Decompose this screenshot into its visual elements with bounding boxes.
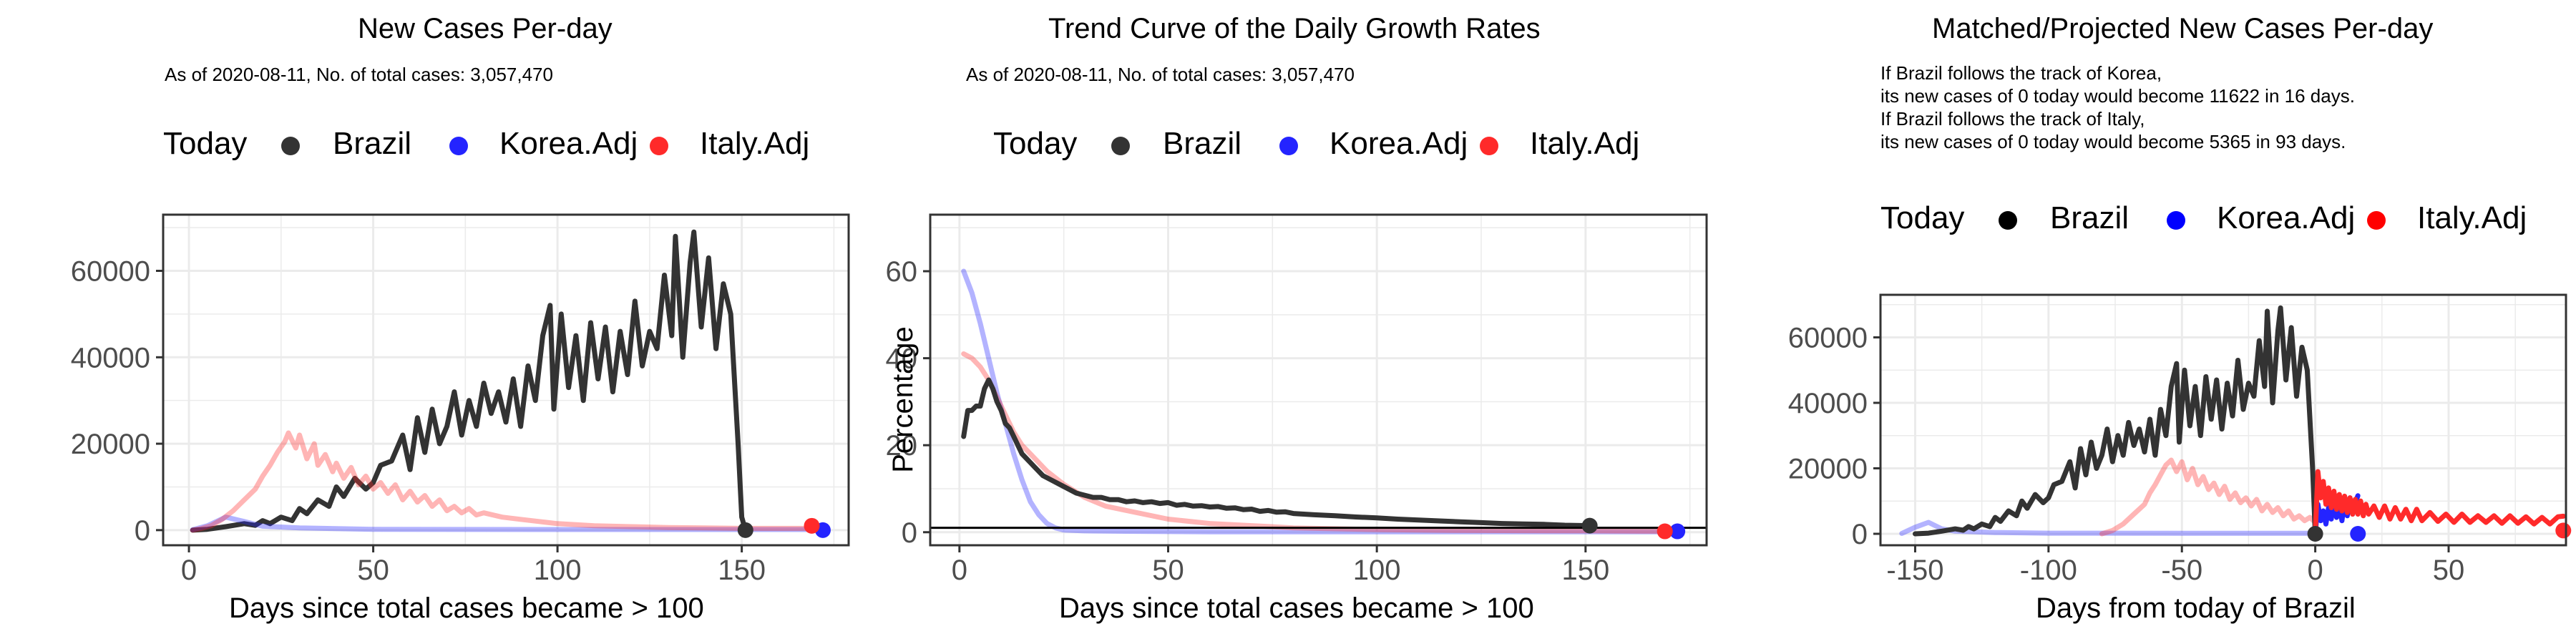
series-group <box>190 229 826 533</box>
series-line-korea-adj <box>961 268 1680 535</box>
x-tick-label: 150 <box>718 555 766 586</box>
chart-subtitle: As of 2020-08-11, No. of total cases: 3,… <box>165 63 553 86</box>
x-tick-label: 0 <box>181 555 197 586</box>
legend-label-korea: Korea.Adj <box>1330 126 1468 161</box>
x-tick-label: 0 <box>2307 555 2323 586</box>
subtitle-line: its new cases of 0 today would become 11… <box>1880 85 2355 107</box>
chart-panel-growth-rates: Trend Curve of the Daily Growth Rates As… <box>859 0 1717 644</box>
legend-label-brazil: Brazil <box>2050 200 2129 235</box>
legend-label-korea: Korea.Adj <box>2217 200 2356 235</box>
x-tick-label: -50 <box>2161 555 2202 586</box>
legend-marker-brazil <box>1999 211 2017 230</box>
chart-subtitle: As of 2020-08-11, No. of total cases: 3,… <box>966 63 1355 86</box>
y-tick-label: 20 <box>886 430 918 462</box>
series-line-korea-adj <box>190 514 826 532</box>
subtitle-line: As of 2020-08-11, No. of total cases: 3,… <box>966 64 1355 85</box>
legend-title: Today <box>1880 200 1965 235</box>
x-axis-label: Days since total cases became > 100 <box>229 592 704 624</box>
y-tick-label: 0 <box>902 517 917 549</box>
plot-frame <box>929 213 1708 547</box>
series-line-italy-adj <box>2099 457 2318 537</box>
series-line-italy-adj <box>190 430 814 533</box>
plot-background <box>163 215 849 545</box>
y-tick-label: 40000 <box>1788 388 1868 419</box>
series-line-italy-adj <box>2313 469 2566 537</box>
y-tick-label: 60 <box>886 256 918 288</box>
y-tick-label: 20000 <box>1788 453 1868 484</box>
x-axis-label: Days from today of Brazil <box>2036 592 2356 624</box>
chart-title: Matched/Projected New Cases Per-day <box>1932 13 2434 44</box>
chart-title: New Cases Per-day <box>358 13 613 44</box>
series-line-brazil <box>190 229 748 533</box>
today-marker-brazil <box>737 522 753 538</box>
x-tick-label: 100 <box>534 555 582 586</box>
y-tick-label: 60000 <box>71 256 150 288</box>
today-marker-korea <box>1669 523 1686 540</box>
y-axis-label: Percentage <box>887 326 919 473</box>
x-tick-label: 0 <box>952 555 967 586</box>
series-line-brazil <box>1913 305 2318 537</box>
today-marker-italy <box>1657 523 1673 540</box>
plot-area: 0 50 100 150 0 20 40 60 <box>886 213 1708 586</box>
x-tick-label: -150 <box>1886 555 1943 586</box>
x-tick-label: 50 <box>1152 555 1184 586</box>
legend-marker-italy <box>650 137 668 155</box>
plot-background <box>930 215 1707 545</box>
legend-marker-italy <box>2367 211 2386 230</box>
legend-marker-brazil <box>1111 137 1130 155</box>
y-tick-label: 0 <box>135 515 150 547</box>
chart-title: Trend Curve of the Daily Growth Rates <box>1048 13 1541 44</box>
x-tick-label: 50 <box>357 555 389 586</box>
chart-subtitle: If Brazil follows the track of Korea, it… <box>1880 62 2355 153</box>
today-marker-italy <box>2555 522 2572 539</box>
legend-label-brazil: Brazil <box>1163 126 1242 161</box>
legend-marker-korea <box>2167 211 2185 230</box>
legend-label-italy: Italy.Adj <box>700 126 810 161</box>
y-tick-label: 40000 <box>71 342 150 374</box>
today-marker-italy <box>804 517 820 534</box>
legend-title: Today <box>163 126 248 161</box>
y-tick-label: 0 <box>1852 519 1868 550</box>
subtitle-line: its new cases of 0 today would become 53… <box>1880 131 2346 152</box>
subtitle-line: As of 2020-08-11, No. of total cases: 3,… <box>165 64 553 85</box>
legend-marker-korea <box>449 137 468 155</box>
x-tick-label: -100 <box>2020 555 2077 586</box>
x-tick-label: 50 <box>2433 555 2465 586</box>
today-marker-brazil <box>1581 517 1598 534</box>
legend-label-korea: Korea.Adj <box>499 126 638 161</box>
plot-frame <box>1879 293 2567 547</box>
series-line-brazil <box>961 377 1593 529</box>
plot-frame <box>162 213 850 547</box>
chart-panel-projected: Matched/Projected New Cases Per-day If B… <box>1717 0 2576 644</box>
legend-label-brazil: Brazil <box>333 126 412 161</box>
legend-label-italy: Italy.Adj <box>1530 126 1640 161</box>
legend-marker-brazil <box>281 137 300 155</box>
y-tick-label: 40 <box>886 343 918 375</box>
legend-marker-italy <box>1480 137 1498 155</box>
subtitle-line: If Brazil follows the track of Italy, <box>1880 108 2145 130</box>
today-marker-brazil <box>2307 525 2323 542</box>
legend-label-italy: Italy.Adj <box>2417 200 2527 235</box>
x-tick-label: 100 <box>1353 555 1401 586</box>
y-tick-label: 20000 <box>71 429 150 460</box>
plot-area: -150 -100 -50 0 50 0 20000 40000 60000 <box>1788 293 2572 586</box>
y-tick-label: 60000 <box>1788 322 1868 353</box>
x-axis-label: Days since total cases became > 100 <box>1059 592 1534 624</box>
series-group <box>1899 305 2566 537</box>
subtitle-line: If Brazil follows the track of Korea, <box>1880 62 2162 84</box>
legend-marker-korea <box>1279 137 1298 155</box>
chart-panel-new-cases: New Cases Per-day As of 2020-08-11, No. … <box>0 0 859 644</box>
legend-title: Today <box>993 126 1078 161</box>
plot-area: 0 50 100 150 0 20000 40000 60000 <box>71 213 850 586</box>
today-marker-korea <box>2350 525 2366 542</box>
x-tick-label: 150 <box>1561 555 1609 586</box>
